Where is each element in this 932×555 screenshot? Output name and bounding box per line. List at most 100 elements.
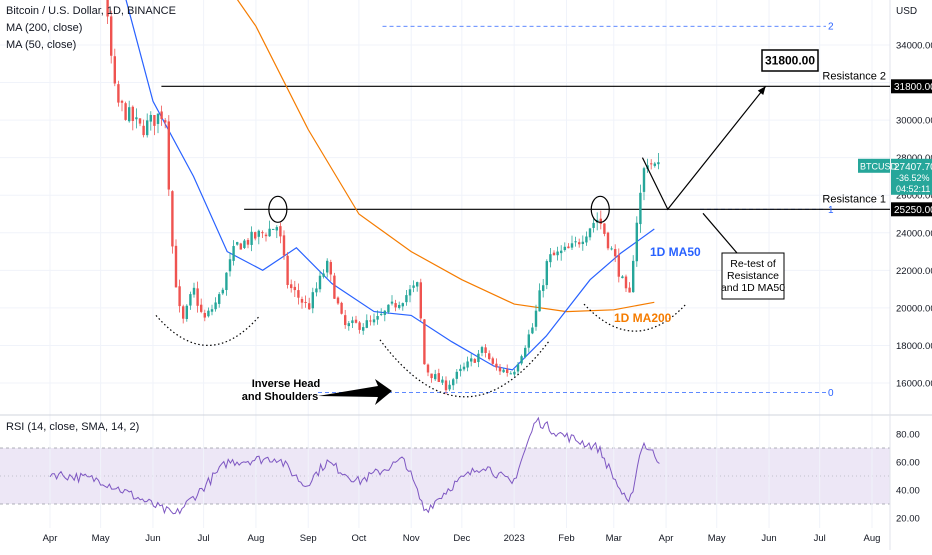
candle-body bbox=[534, 310, 538, 327]
ma50-legend[interactable]: MA (50, close) bbox=[6, 39, 77, 51]
candle-body bbox=[502, 369, 505, 373]
candle-body bbox=[351, 320, 354, 324]
symbol-badge bbox=[858, 158, 890, 173]
candle-layer bbox=[106, 0, 660, 395]
time-tick-label: Jun bbox=[145, 533, 160, 544]
candle-body bbox=[556, 251, 559, 256]
candle-body bbox=[549, 254, 552, 263]
candle-body bbox=[138, 118, 142, 124]
candle-body bbox=[578, 242, 581, 245]
price-tick-label: 24000.00 bbox=[896, 228, 932, 239]
candle-body bbox=[228, 259, 232, 272]
candle-body bbox=[606, 232, 610, 249]
candle-body bbox=[524, 347, 527, 358]
time-tick-label: 2023 bbox=[504, 533, 525, 544]
resistance-2-price: 31800.00 bbox=[894, 82, 932, 93]
candle-body bbox=[599, 218, 602, 224]
retest-note-line-3: and 1D MA50 bbox=[721, 282, 785, 294]
time-axis-ticks: Apr May Jun Jul Aug Sep Oct Nov Dec 2023 Feb Mar Apr… bbox=[43, 533, 881, 544]
candle-body bbox=[632, 260, 635, 293]
candle-body bbox=[635, 222, 638, 262]
retest-note-box bbox=[721, 252, 785, 300]
last-price: 27407.70 bbox=[894, 162, 932, 173]
candle-body bbox=[297, 290, 300, 298]
candle-body bbox=[336, 297, 340, 304]
candle-body bbox=[326, 260, 329, 273]
candle-body bbox=[650, 163, 653, 165]
rsi-legend[interactable]: RSI (14, close, SMA, 14, 2) bbox=[6, 421, 140, 433]
candle-body bbox=[290, 284, 293, 289]
head-arc bbox=[379, 339, 551, 398]
price-tick-label: 20000.00 bbox=[896, 303, 932, 314]
time-tick-label: Feb bbox=[558, 533, 574, 544]
candle-body bbox=[232, 246, 235, 261]
candle-body bbox=[311, 292, 314, 309]
ma200-annotation: 1D MA200 bbox=[614, 311, 672, 325]
candle-body bbox=[117, 84, 120, 103]
candle-body bbox=[434, 374, 437, 380]
rsi-tick-label: 80.00 bbox=[896, 430, 920, 441]
ma200-legend[interactable]: MA (200, close) bbox=[6, 22, 83, 34]
candle-body bbox=[203, 312, 206, 318]
symbol-title[interactable]: Bitcoin / U.S. Dollar, 1D, BINANCE bbox=[6, 5, 176, 17]
candle-body bbox=[585, 236, 588, 243]
candle-body bbox=[398, 304, 401, 308]
candle-body bbox=[167, 121, 170, 190]
currency-label: USD bbox=[896, 6, 917, 17]
candle-body bbox=[390, 301, 394, 304]
ma50-line bbox=[125, 0, 655, 371]
candle-body bbox=[354, 319, 358, 323]
candle-body bbox=[419, 282, 422, 319]
fib-level-2-label: 2 bbox=[828, 22, 834, 33]
candle-body bbox=[412, 285, 415, 288]
candle-body bbox=[408, 289, 412, 296]
candle-body bbox=[459, 368, 462, 372]
candle-body bbox=[243, 240, 246, 248]
candle-body bbox=[207, 310, 210, 317]
candle-body bbox=[344, 315, 347, 326]
candle-body bbox=[653, 163, 656, 166]
candle-body bbox=[282, 235, 286, 256]
retest-note-line-1: Re-test of bbox=[730, 258, 776, 270]
candle-body bbox=[153, 115, 156, 126]
candle-body bbox=[423, 319, 426, 365]
candle-body bbox=[405, 295, 408, 303]
price-tick-label: 16000.00 bbox=[896, 379, 932, 390]
candle-body bbox=[657, 162, 660, 165]
resistance-2-price-badge bbox=[891, 79, 932, 94]
candle-body bbox=[171, 191, 174, 247]
candle-body bbox=[639, 192, 642, 225]
candle-body bbox=[329, 262, 332, 275]
candle-body bbox=[574, 241, 577, 243]
candle-body bbox=[135, 117, 138, 120]
time-tick-label: Dec bbox=[453, 533, 470, 544]
candle-body bbox=[272, 228, 275, 230]
time-tick-label: May bbox=[92, 533, 110, 544]
candle-body bbox=[488, 353, 491, 360]
candle-body bbox=[300, 298, 304, 303]
fib-level-1-label: 1 bbox=[828, 205, 834, 216]
candle-body bbox=[401, 303, 404, 307]
candle-body bbox=[567, 246, 570, 249]
candle-body bbox=[380, 313, 383, 315]
candle-body bbox=[315, 288, 318, 293]
candle-body bbox=[286, 255, 289, 285]
candle-body bbox=[257, 230, 260, 237]
target-box[interactable] bbox=[761, 49, 819, 72]
candle-body bbox=[149, 114, 152, 122]
resistance-2-label: Resistance 2 bbox=[822, 70, 886, 82]
candle-body bbox=[124, 103, 127, 120]
time-tick-label: Aug bbox=[247, 533, 264, 544]
candle-body bbox=[239, 243, 242, 250]
candle-body bbox=[394, 303, 397, 308]
candle-body bbox=[200, 304, 203, 312]
candle-body bbox=[279, 226, 282, 237]
time-tick-label: Apr bbox=[659, 533, 674, 544]
candle-body bbox=[246, 239, 250, 245]
candle-body bbox=[527, 334, 530, 348]
candle-body bbox=[455, 371, 458, 379]
candle-body bbox=[225, 272, 228, 291]
rsi-axis-ticks: 80.00 60.00 40.00 20.00 bbox=[896, 430, 920, 525]
